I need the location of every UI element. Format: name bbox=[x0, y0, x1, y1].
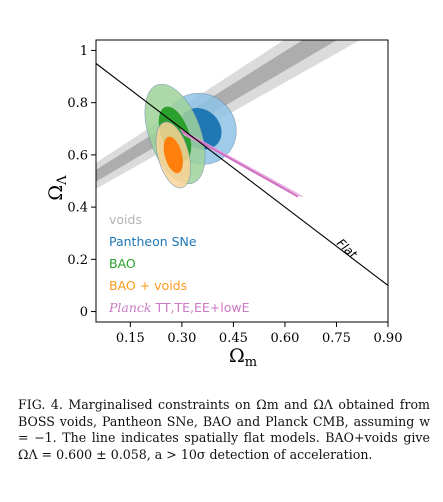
y-tick-label: 0.2 bbox=[67, 253, 88, 268]
legend-item: BAO + voids bbox=[109, 278, 187, 293]
plot-area bbox=[96, 40, 388, 286]
planck-contour-inner bbox=[181, 130, 299, 198]
x-tick-label: 0.75 bbox=[322, 331, 351, 346]
axes-ticks: 0.15 0.30 0.45 0.60 0.75 0.90 0 0.2 0.4 0.6 0.8 1 bbox=[67, 44, 402, 346]
y-tick-label: 0.4 bbox=[67, 201, 88, 216]
voids-band-inner bbox=[96, 40, 337, 182]
flat-line bbox=[96, 63, 388, 286]
legend: voids Pantheon SNe BAO BAO + voids Planck TT… bbox=[108, 212, 250, 315]
y-tick-label: 1 bbox=[80, 44, 88, 59]
y-tick-label: 0 bbox=[80, 305, 88, 320]
legend-item: Pantheon SNe bbox=[109, 234, 197, 249]
y-tick-label: 0.8 bbox=[67, 96, 88, 111]
legend-item: Planck TT,TE,EE+lowE bbox=[108, 300, 250, 315]
x-tick-label: 0.30 bbox=[167, 331, 196, 346]
bao-voids-contour-inner bbox=[163, 136, 183, 174]
chart: 0.15 0.30 0.45 0.60 0.75 0.90 0 0.2 0.4 0.6 0.8 1 Ω… bbox=[45, 39, 402, 370]
planck-contour-outer bbox=[179, 128, 304, 198]
x-tick-label: 0.60 bbox=[270, 331, 299, 346]
x-tick-label: 0.45 bbox=[219, 331, 248, 346]
plot-frame bbox=[95, 39, 389, 323]
x-axis-label: Ωm bbox=[229, 345, 257, 370]
y-tick-label: 0.6 bbox=[67, 148, 88, 163]
x-tick-label: 0.90 bbox=[374, 331, 403, 346]
x-tick-label: 0.15 bbox=[116, 331, 145, 346]
figure: 0.15 0.30 0.45 0.60 0.75 0.90 0 0.2 0.4 0.6 0.8 1 Ω… bbox=[45, 39, 402, 370]
legend-item: BAO bbox=[109, 256, 136, 271]
figure-caption: FIG. 4. Marginalised constraints on Ωm a… bbox=[18, 397, 430, 462]
y-axis-label: ΩΛ bbox=[45, 175, 70, 201]
flat-line-label: Flat bbox=[334, 236, 361, 262]
legend-item: voids bbox=[109, 212, 142, 227]
